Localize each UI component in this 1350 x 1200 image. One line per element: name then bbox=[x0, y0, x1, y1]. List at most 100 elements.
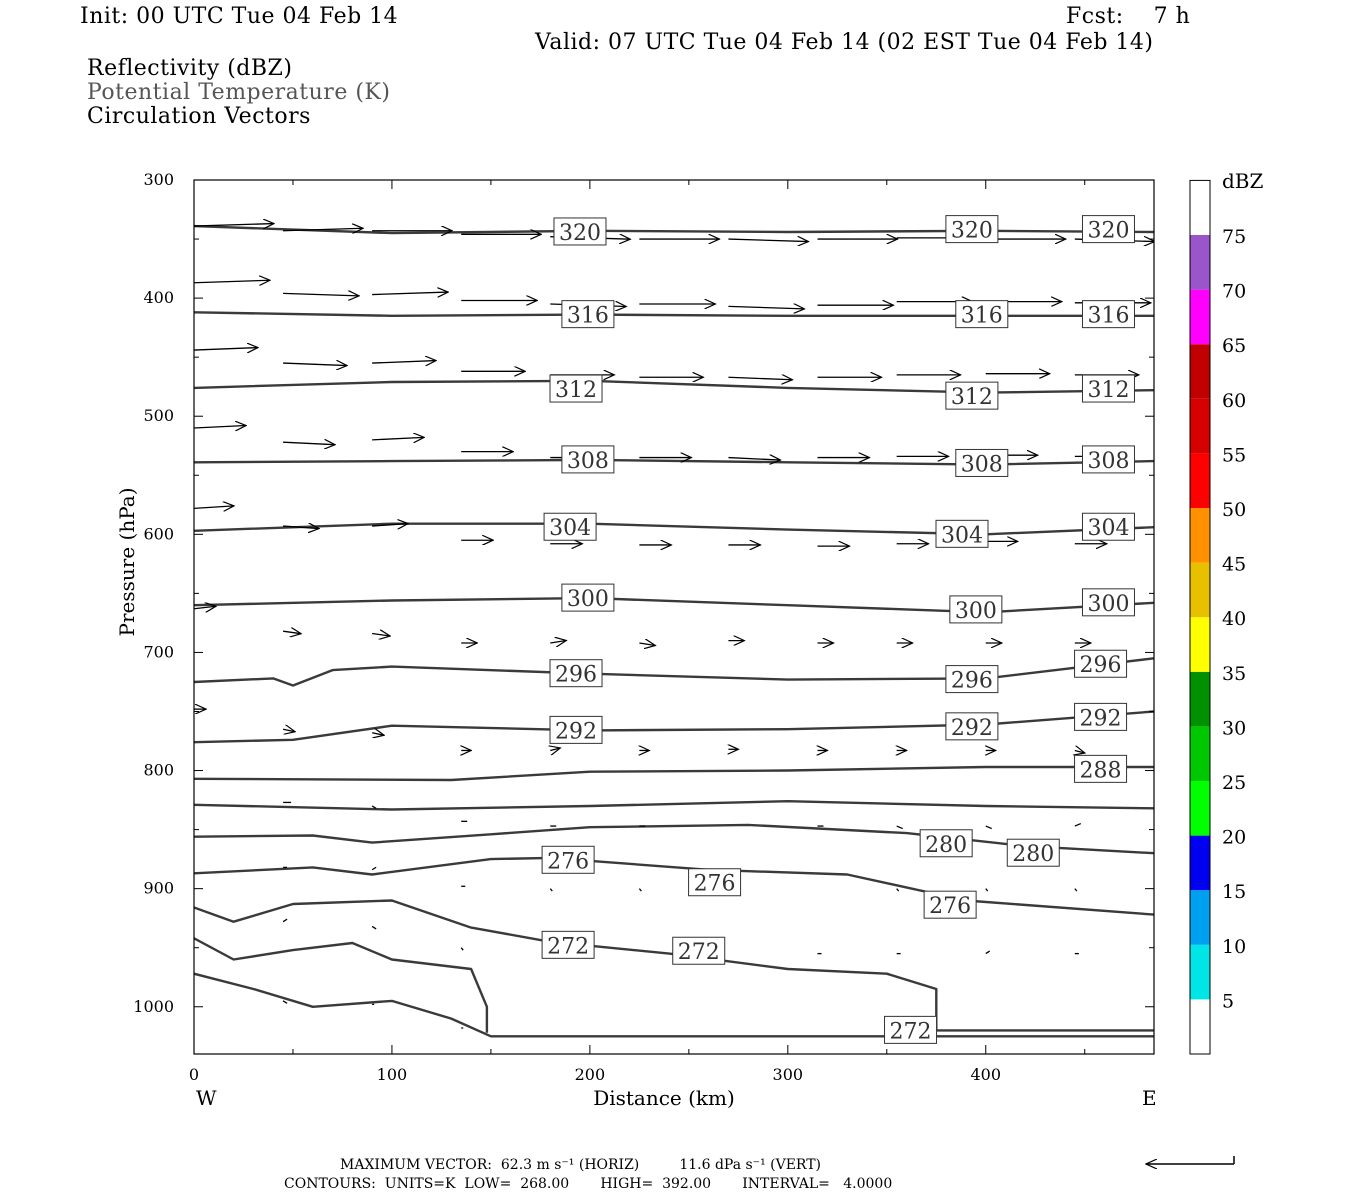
contour-label-box bbox=[1074, 754, 1128, 783]
circulation-vector bbox=[194, 506, 234, 509]
contour-label-box bbox=[561, 300, 615, 329]
contour-label: 272 bbox=[547, 934, 589, 959]
contour-label: 316 bbox=[567, 304, 609, 329]
contour-280 bbox=[194, 823, 1154, 855]
contour-label-box bbox=[945, 215, 999, 244]
circulation-vector bbox=[194, 280, 270, 283]
contour-label: 296 bbox=[1080, 653, 1122, 678]
contour-label-box bbox=[1006, 838, 1060, 867]
contour-label: 280 bbox=[925, 833, 967, 858]
circulation-vector bbox=[371, 866, 377, 871]
colorbar-label: 5 bbox=[1222, 990, 1234, 1012]
colorbar-swatch bbox=[1190, 398, 1210, 454]
valid-time: Valid: 07 UTC Tue 04 Feb 14 (02 EST Tue … bbox=[535, 30, 1154, 55]
contour-312 bbox=[194, 379, 1154, 394]
init-time: Init: 00 UTC Tue 04 Feb 14 bbox=[80, 4, 399, 29]
circulation-vector bbox=[194, 606, 216, 609]
circulation-vector bbox=[639, 643, 655, 646]
contour-label-box bbox=[945, 665, 999, 694]
colorbar-label: 55 bbox=[1222, 444, 1246, 466]
colorbar-label: 30 bbox=[1222, 717, 1246, 739]
circulation-vector bbox=[283, 228, 363, 231]
contour-label-box bbox=[549, 715, 603, 744]
circulation-vector bbox=[460, 947, 464, 951]
y-tick-label: 400 bbox=[143, 288, 174, 307]
y-axis-label: Pressure (hPa) bbox=[115, 488, 139, 637]
contour-label-box bbox=[543, 512, 597, 541]
contour-label: 292 bbox=[951, 716, 993, 741]
contour-label: 316 bbox=[961, 304, 1003, 329]
contour-304 bbox=[194, 522, 1154, 536]
colorbar-swatch bbox=[1190, 180, 1210, 235]
circulation-vector bbox=[1074, 888, 1078, 892]
contour-label-box bbox=[1081, 300, 1135, 329]
circulation-vector bbox=[282, 729, 295, 732]
circulation-vector bbox=[549, 888, 553, 892]
colorbar-label: 75 bbox=[1222, 226, 1246, 248]
x-tick-label: 0 bbox=[189, 1065, 199, 1084]
contour-label-box bbox=[561, 583, 615, 612]
contour-label-box bbox=[541, 930, 595, 959]
plot-frame bbox=[193, 179, 1155, 1055]
contour-label: 312 bbox=[951, 385, 993, 410]
y-tick-label: 1000 bbox=[133, 997, 174, 1016]
contour-label: 280 bbox=[1012, 842, 1054, 867]
colorbar-swatch bbox=[1190, 289, 1210, 345]
contour-label: 308 bbox=[567, 449, 609, 474]
y-tick-label: 800 bbox=[143, 761, 174, 780]
circulation-vector bbox=[550, 748, 560, 751]
x-tick-label: 200 bbox=[575, 1065, 606, 1084]
x-tick-label: 100 bbox=[377, 1065, 408, 1084]
colorbar-swatch bbox=[1190, 890, 1210, 945]
circulation-vector bbox=[372, 524, 408, 527]
colorbar-swatch bbox=[1190, 835, 1210, 891]
circulation-vector bbox=[282, 1000, 288, 1004]
contour-label-box bbox=[1081, 588, 1135, 617]
colorbar-swatch bbox=[1190, 562, 1210, 618]
circulation-vector bbox=[194, 224, 274, 227]
contour-label: 304 bbox=[1087, 516, 1129, 541]
colorbar-label: 35 bbox=[1222, 663, 1246, 685]
contour-296 bbox=[194, 657, 1154, 687]
contour-label: 272 bbox=[678, 940, 720, 965]
circulation-vector bbox=[371, 805, 377, 810]
contour-label-box bbox=[955, 300, 1009, 329]
colorbar-label: 10 bbox=[1222, 936, 1246, 958]
circulation-vector bbox=[638, 888, 642, 892]
contour-label-box bbox=[1081, 374, 1135, 403]
contour-284 bbox=[194, 800, 1154, 811]
circulation-vector bbox=[1074, 822, 1082, 827]
y-tick-label: 900 bbox=[143, 879, 174, 898]
colorbar-swatch bbox=[1190, 235, 1210, 290]
contour-label: 296 bbox=[951, 669, 993, 694]
contour-label-box bbox=[553, 217, 607, 246]
field-circulation-vectors: Circulation Vectors bbox=[87, 104, 311, 129]
contour-272 bbox=[194, 899, 1154, 1032]
x-end-west: W bbox=[196, 1086, 217, 1110]
colorbar-swatch bbox=[1190, 453, 1210, 508]
circulation-vector bbox=[728, 306, 804, 309]
contour-292 bbox=[194, 710, 1154, 744]
colorbar-label: 20 bbox=[1222, 827, 1246, 849]
contour-label-box bbox=[923, 890, 977, 919]
contour-label: 288 bbox=[1080, 758, 1122, 783]
circulation-vector bbox=[372, 361, 436, 364]
colorbar-label: 50 bbox=[1222, 499, 1246, 521]
circulation-vector bbox=[728, 239, 808, 242]
contour-label: 292 bbox=[1080, 706, 1122, 731]
colorbar-swatch bbox=[1190, 781, 1210, 836]
contour-label: 304 bbox=[941, 523, 983, 548]
contour-label: 276 bbox=[547, 849, 589, 874]
y-tick-label: 600 bbox=[143, 524, 174, 543]
contour-label-box bbox=[919, 829, 973, 858]
circulation-vector bbox=[1075, 750, 1085, 753]
colorbar-label: 65 bbox=[1222, 335, 1246, 357]
circulation-vector bbox=[282, 918, 288, 923]
colorbar-label: 25 bbox=[1222, 772, 1246, 794]
contour-label-box bbox=[541, 845, 595, 874]
colorbar-swatch bbox=[1190, 344, 1210, 399]
contour-label: 304 bbox=[549, 516, 591, 541]
colorbar-frame bbox=[1189, 179, 1211, 1055]
x-tick-label: 400 bbox=[970, 1065, 1001, 1084]
x-end-east: E bbox=[1142, 1086, 1157, 1110]
